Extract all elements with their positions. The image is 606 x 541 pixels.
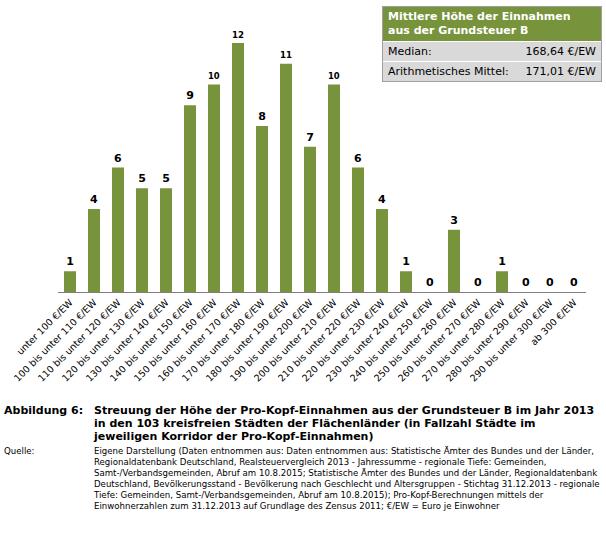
svg-text:280 bis unter 290 €/EW: 280 bis unter 290 €/EW [444,296,531,383]
html-text:168,64 €/EW: 168,64 €/EW [525,45,596,58]
svg-text:200 bis unter 210 €/EW: 200 bis unter 210 €/EW [252,296,339,383]
svg-text:270 bis unter 280 €/EW: 270 bis unter 280 €/EW [420,296,507,383]
svg-text:3: 3 [450,214,458,227]
svg-text:260 bis unter 270 €/EW: 260 bis unter 270 €/EW [396,296,483,383]
svg-text:4: 4 [90,193,98,206]
svg-text:220 bis unter 230 €/EW: 220 bis unter 230 €/EW [300,296,387,383]
svg-text:10: 10 [328,71,340,81]
svg-text:290 bis unter 300 €/EW: 290 bis unter 300 €/EW [468,296,555,383]
html-text:Arithmetisches Mittel:: Arithmetisches Mittel: [388,65,509,78]
svg-text:6: 6 [114,152,122,165]
svg-text:120 bis unter 130 €/EW: 120 bis unter 130 €/EW [60,296,147,383]
svg-text:5: 5 [138,172,146,185]
svg-text:0: 0 [522,276,530,289]
svg-text:4: 4 [378,193,386,206]
svg-text:9: 9 [186,89,194,102]
html-text:Abbildung 6:: Abbildung 6: [4,404,84,417]
svg-text:100 bis unter 110 €/EW: 100 bis unter 110 €/EW [12,296,99,383]
svg-text:8: 8 [258,110,266,123]
svg-text:250 bis unter 260 €/EW: 250 bis unter 260 €/EW [372,296,459,383]
svg-text:230 bis unter 240 €/EW: 230 bis unter 240 €/EW [324,296,411,383]
html-text:Streuung der Höhe der Pro-Kopf: Streuung der Höhe der Pro-Kopf-Einnahmen… [94,404,595,443]
svg-text:unter 100 €/EW: unter 100 €/EW [14,296,75,357]
svg-text:6: 6 [354,152,362,165]
html-text:Median:: Median: [388,45,432,58]
svg-text:130 bis unter 140 €/EW: 130 bis unter 140 €/EW [84,296,171,383]
svg-text:0: 0 [426,276,434,289]
html-text:Mittlere Höhe der Einnahmen au: Mittlere Höhe der Einnahmen aus der Grun… [388,10,571,37]
svg-text:190 bis unter 200 €/EW: 190 bis unter 200 €/EW [228,296,315,383]
svg-text:0: 0 [474,276,482,289]
svg-text:10: 10 [208,71,220,81]
svg-text:7: 7 [306,131,314,144]
html-text:171,01 €/EW: 171,01 €/EW [525,65,596,78]
svg-text:240 bis unter 250 €/EW: 240 bis unter 250 €/EW [348,296,435,383]
svg-text:160 bis unter 170 €/EW: 160 bis unter 170 €/EW [156,296,243,383]
svg-text:180 bis unter 190 €/EW: 180 bis unter 190 €/EW [204,296,291,383]
svg-text:150 bis unter 160 €/EW: 150 bis unter 160 €/EW [132,296,219,383]
svg-text:5: 5 [162,172,170,185]
svg-text:0: 0 [546,276,554,289]
svg-text:1: 1 [498,255,506,268]
svg-text:12: 12 [232,30,244,40]
svg-text:170 bis unter 180 €/EW: 170 bis unter 180 €/EW [180,296,267,383]
svg-text:1: 1 [402,255,410,268]
svg-text:11: 11 [280,50,292,60]
svg-text:0: 0 [570,276,578,289]
svg-text:140 bis unter 150 €/EW: 140 bis unter 150 €/EW [108,296,195,383]
html-text:Eigene Darstellung (Daten entn: Eigene Darstellung (Daten entnommen aus:… [94,446,600,511]
svg-text:210 bis unter 220 €/EW: 210 bis unter 220 €/EW [276,296,363,383]
svg-text:ab 300 €/EW: ab 300 €/EW [528,296,579,347]
svg-text:110 bis unter 120 €/EW: 110 bis unter 120 €/EW [36,296,123,383]
svg-text:1: 1 [66,255,74,268]
html-text:Quelle:: Quelle: [4,446,35,456]
